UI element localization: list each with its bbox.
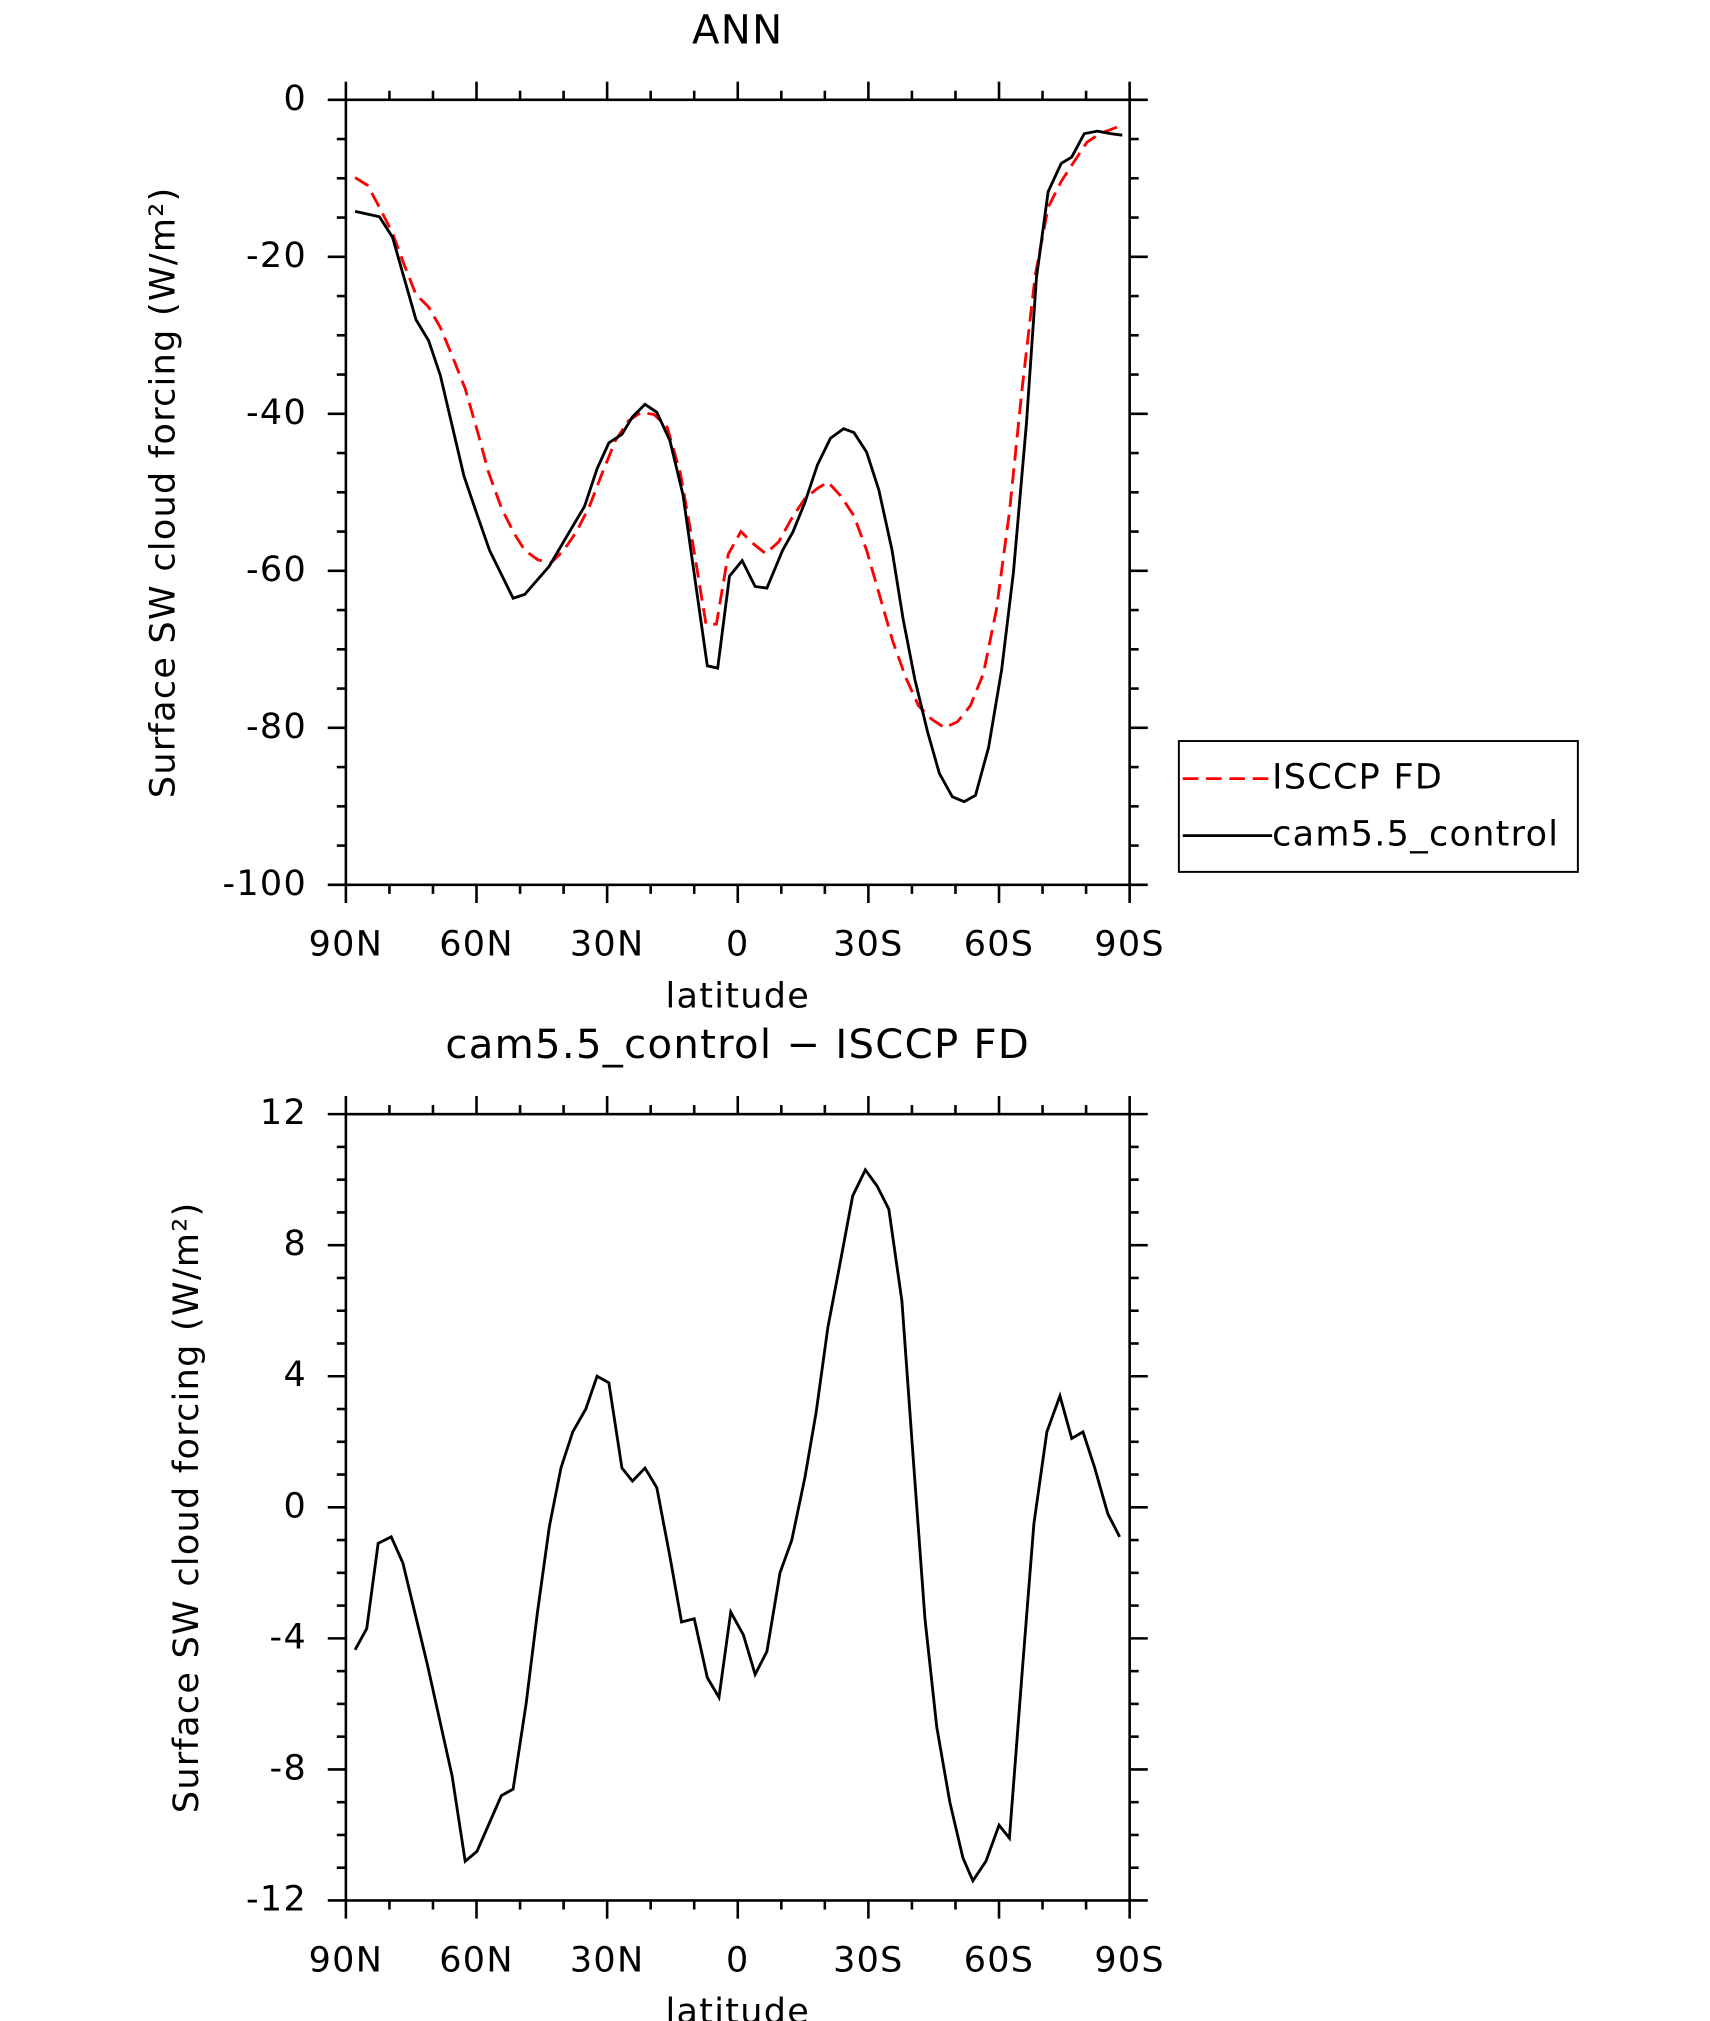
x-tick-label: 30S	[833, 925, 904, 965]
y-tick-label: -4	[270, 1617, 307, 1657]
plot-frame	[344, 1112, 1131, 1902]
x-tick-label: 60N	[439, 1940, 514, 1980]
y-tick-label: 12	[260, 1093, 307, 1133]
data-line	[353, 1167, 1121, 1884]
data-line	[354, 124, 1122, 730]
legend-label: ISCCP FD	[1272, 758, 1443, 798]
x-tick-label: 60S	[964, 1940, 1035, 1980]
x-tick-label: 0	[726, 925, 750, 965]
y-tick-label: -8	[270, 1748, 307, 1788]
y-tick-label: -80	[246, 707, 307, 747]
x-tick-label: 30S	[833, 1940, 904, 1980]
y-axis-label: Surface SW cloud forcing (W/m²)	[167, 1201, 207, 1813]
y-tick-label: 0	[283, 1486, 307, 1526]
x-tick-label: 90N	[309, 1940, 384, 1980]
legend-box	[1177, 740, 1579, 873]
y-tick-label: -100	[222, 864, 307, 904]
y-tick-label: -20	[246, 236, 307, 276]
x-tick-label: 90S	[1094, 1940, 1165, 1980]
y-tick-label: 0	[283, 79, 307, 119]
y-tick-label: 8	[283, 1224, 307, 1264]
data-line	[354, 129, 1123, 804]
x-axis-label: latitude	[665, 977, 810, 1017]
chart-title: cam5.5_control − ISCCP FD	[445, 1022, 1030, 1068]
y-axis-label: Surface SW cloud forcing (W/m²)	[144, 186, 184, 798]
chart-title: ANN	[692, 7, 783, 53]
x-tick-label: 60N	[439, 925, 514, 965]
legend-label: cam5.5_control	[1272, 815, 1559, 855]
y-tick-label: -12	[246, 1879, 307, 1919]
x-tick-label: 60S	[964, 925, 1035, 965]
y-tick-label: -40	[246, 393, 307, 433]
y-tick-label: -60	[246, 550, 307, 590]
x-axis-label: latitude	[665, 1992, 810, 2021]
x-tick-label: 30N	[570, 1940, 645, 1980]
x-tick-label: 0	[726, 1940, 750, 1980]
x-tick-label: 90N	[309, 925, 384, 965]
y-tick-label: 4	[283, 1355, 307, 1395]
x-tick-label: 30N	[570, 925, 645, 965]
legend: ISCCP FD cam5.5_control	[1177, 740, 1579, 873]
x-tick-label: 90S	[1094, 925, 1165, 965]
